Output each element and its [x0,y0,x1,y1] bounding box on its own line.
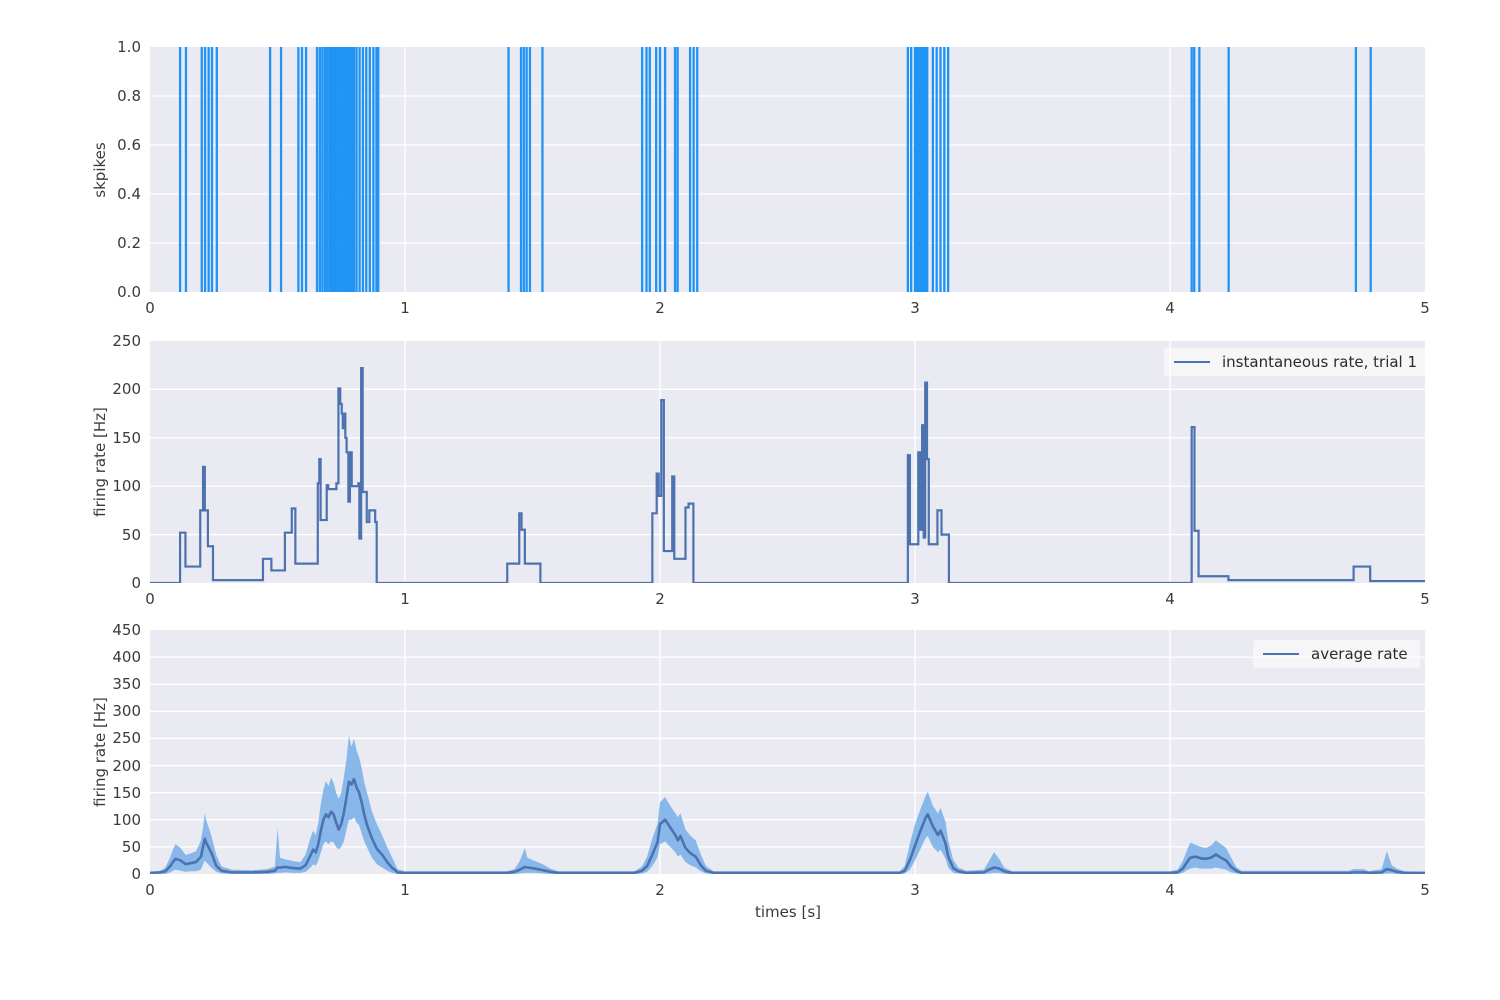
x-tick-label: 1 [400,299,410,317]
x-tick-label: 5 [1420,299,1430,317]
y-axis-label-average-rate: firing rate [Hz] [91,697,109,807]
y-tick-label: 0.4 [117,185,141,203]
y-tick-label: 250 [112,332,141,350]
y-tick-label: 200 [112,756,141,775]
y-axis-label-instantaneous-rate: firing rate [Hz] [91,407,109,517]
y-tick-label: 50 [121,525,141,544]
y-tick-label: 200 [112,380,141,399]
x-tick-label: 3 [910,590,920,608]
x-tick-label: 3 [910,881,920,899]
legend-average-rate: average rate [1253,640,1420,668]
legend-label: average rate [1311,645,1408,663]
x-tick-label: 2 [655,881,665,899]
y-tick-label: 350 [112,675,141,694]
y-tick-label: 250 [112,729,141,748]
x-tick-label: 0 [145,299,155,317]
instantaneous-rate-plot [150,341,1425,583]
y-tick-label: 100 [112,810,141,829]
x-tick-label: 4 [1165,881,1175,899]
x-tick-label: 0 [145,881,155,899]
legend-line-sample-icon [1263,653,1299,655]
x-tick-label: 5 [1420,590,1430,608]
x-tick-label: 1 [400,590,410,608]
x-tick-label: 0 [145,590,155,608]
y-tick-label: 300 [112,702,141,721]
y-tick-label: 0.6 [117,136,141,154]
average-rate-plot [150,630,1425,874]
y-axis-label-spikes: skpikes [91,142,109,198]
y-tick-label: 150 [112,783,141,802]
y-tick-label: 0.2 [117,234,141,252]
y-tick-label: 50 [121,837,141,856]
legend-label: instantaneous rate, trial 1 [1222,353,1418,371]
y-tick-label: 0 [131,574,141,592]
spike-raster-plot [150,47,1425,292]
y-tick-label: 450 [112,621,141,639]
x-tick-label: 4 [1165,299,1175,317]
y-tick-label: 100 [112,477,141,496]
y-tick-label: 0 [131,865,141,883]
y-tick-label: 150 [112,428,141,447]
x-tick-label: 2 [655,590,665,608]
x-tick-label: 4 [1165,590,1175,608]
x-tick-label: 2 [655,299,665,317]
legend-line-sample-icon [1174,361,1210,363]
y-tick-label: 1.0 [117,38,141,56]
x-tick-label: 3 [910,299,920,317]
x-tick-label: 5 [1420,881,1430,899]
y-tick-label: 400 [112,648,141,667]
y-tick-label: 0.0 [117,283,141,301]
legend-instantaneous-rate: instantaneous rate, trial 1 [1164,348,1430,376]
x-tick-label: 1 [400,881,410,899]
x-axis-label-times: times [s] [755,903,821,921]
y-tick-label: 0.8 [117,87,141,105]
